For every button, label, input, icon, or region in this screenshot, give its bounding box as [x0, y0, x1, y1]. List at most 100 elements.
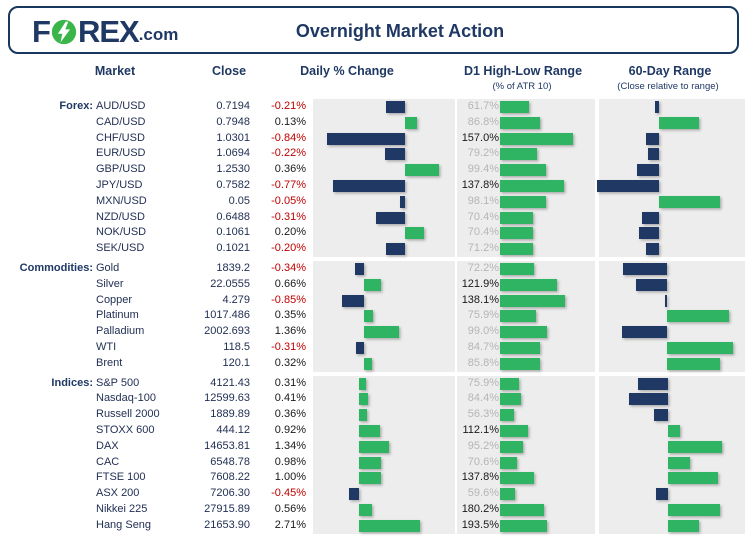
d1-range-bar [500, 164, 547, 177]
close-value: 1.0694 [216, 147, 250, 160]
d1-range-value: 138.1% [461, 293, 499, 306]
column-subheader-d1-range: (% of ATR 10) [492, 81, 552, 92]
close-value: 27915.89 [204, 502, 250, 515]
daily-change-bar [342, 294, 364, 307]
daily-change-bar [359, 424, 380, 437]
d1-range-value: 180.2% [461, 502, 499, 515]
d1-range-value: 75.9% [467, 376, 499, 389]
table-row: FTSE 100 7608.22 1.00% 137.8% [0, 470, 749, 486]
daily-change-bar [359, 409, 368, 422]
range60-bar [654, 101, 659, 113]
market-label: DAX [96, 439, 119, 452]
column-header-60day-range: 60-Day Range [628, 64, 712, 78]
close-value: 0.1061 [216, 226, 250, 239]
column-header-close: Close [211, 64, 247, 78]
close-value: 120.1 [222, 356, 250, 369]
close-value: 4.279 [222, 293, 250, 306]
table-row: Commodities: Gold 1839.2 -0.34% 72.2% [0, 261, 749, 277]
range60-bar [668, 456, 691, 469]
daily-change-value: 0.36% [274, 408, 306, 421]
d1-range-value: 137.8% [461, 179, 499, 191]
table-row: CAC 6548.78 0.98% 70.6% [0, 455, 749, 471]
close-value: 1889.89 [210, 408, 250, 421]
daily-change-bar [364, 357, 373, 370]
d1-range-value: 61.7% [467, 100, 499, 112]
market-label: Nasdaq-100 [96, 392, 156, 405]
daily-change-bar [376, 211, 405, 224]
close-value: 14653.81 [204, 439, 250, 452]
table-row: Indices: S&P 500 4121.43 0.31% 75.9% [0, 376, 749, 392]
daily-change-value: -0.84% [271, 131, 306, 144]
daily-change-value: 0.20% [274, 226, 306, 239]
logo-text-rex: REX [77, 14, 140, 49]
table-row: Brent 120.1 0.32% 85.8% [0, 356, 749, 372]
table-row: Platinum 1017.486 0.35% 75.9% [0, 308, 749, 324]
close-value: 0.7948 [216, 115, 250, 128]
d1-range-bar [500, 294, 565, 307]
market-label: Copper [96, 293, 133, 306]
range60-bar [642, 211, 659, 224]
daily-change-bar [359, 503, 372, 516]
daily-change-bar [359, 377, 366, 390]
market-label: FTSE 100 [96, 471, 146, 484]
range60-bar [645, 243, 659, 256]
d1-range-value: 86.8% [467, 115, 499, 128]
daily-change-bar [386, 243, 405, 256]
table-row: Forex: AUD/USD 0.7194 -0.21% 61.7% [0, 99, 749, 115]
table-row: EUR/USD 1.0694 -0.22% 79.2% [0, 146, 749, 162]
d1-range-value: 70.6% [467, 455, 499, 468]
close-value: 22.0555 [210, 277, 250, 290]
table-row: Silver 22.0555 0.66% 121.9% [0, 277, 749, 293]
column-subheader-60day-range: (Close relative to range) [617, 81, 719, 92]
column-header-daily-change: Daily % Change [300, 64, 394, 78]
close-value: 0.6488 [216, 210, 250, 223]
daily-change-value: 0.41% [274, 392, 306, 405]
d1-range-bar [500, 243, 534, 256]
d1-range-bar [500, 227, 533, 240]
d1-range-bar [500, 472, 534, 485]
close-value: 0.1021 [216, 242, 250, 255]
daily-change-value: -0.45% [271, 487, 306, 500]
d1-range-bar [500, 342, 540, 354]
d1-range-bar [500, 326, 547, 339]
daily-change-value: 0.92% [274, 423, 306, 436]
range60-bar [667, 310, 729, 323]
market-label: S&P 500 [96, 376, 140, 389]
daily-change-value: -0.22% [271, 147, 306, 160]
d1-range-bar [500, 278, 558, 291]
d1-range-bar [500, 357, 541, 370]
range60-bar [645, 132, 659, 145]
daily-change-value: 0.36% [274, 163, 306, 176]
daily-change-value: -0.31% [271, 210, 306, 223]
d1-range-bar [500, 310, 536, 323]
range60-bar [668, 503, 721, 516]
daily-change-value: 1.34% [274, 439, 306, 452]
range60-bar [668, 440, 722, 453]
d1-range-bar [500, 488, 515, 501]
d1-range-bar [500, 503, 545, 516]
daily-change-value: 0.32% [274, 356, 306, 369]
table-row: JPY/USD 0.7582 -0.77% 137.8% [0, 178, 749, 194]
range60-bar [667, 342, 733, 354]
d1-range-value: 84.4% [467, 392, 499, 405]
daily-change-bar [405, 164, 439, 177]
close-value: 0.05 [228, 194, 250, 207]
daily-change-value: 2.71% [274, 518, 306, 531]
daily-change-bar [333, 180, 405, 192]
d1-range-bar [500, 116, 541, 129]
daily-change-value: -0.05% [271, 194, 306, 207]
market-label: STOXX 600 [96, 423, 155, 436]
d1-range-bar [500, 195, 546, 208]
table-row: NOK/USD 0.1061 0.20% 70.4% [0, 225, 749, 241]
range60-bar [659, 195, 721, 208]
table-row: Copper 4.279 -0.85% 138.1% [0, 293, 749, 309]
market-label: Nikkei 225 [96, 502, 148, 515]
d1-range-bar [500, 132, 573, 145]
daily-change-value: 1.36% [274, 325, 306, 338]
page-title: Overnight Market Action [295, 21, 505, 41]
daily-change-value: 0.98% [274, 455, 306, 468]
daily-change-bar [405, 227, 424, 240]
daily-change-panel [313, 375, 455, 534]
daily-change-bar [364, 326, 399, 339]
header: F REX .com Overnight Market Action [8, 6, 739, 54]
